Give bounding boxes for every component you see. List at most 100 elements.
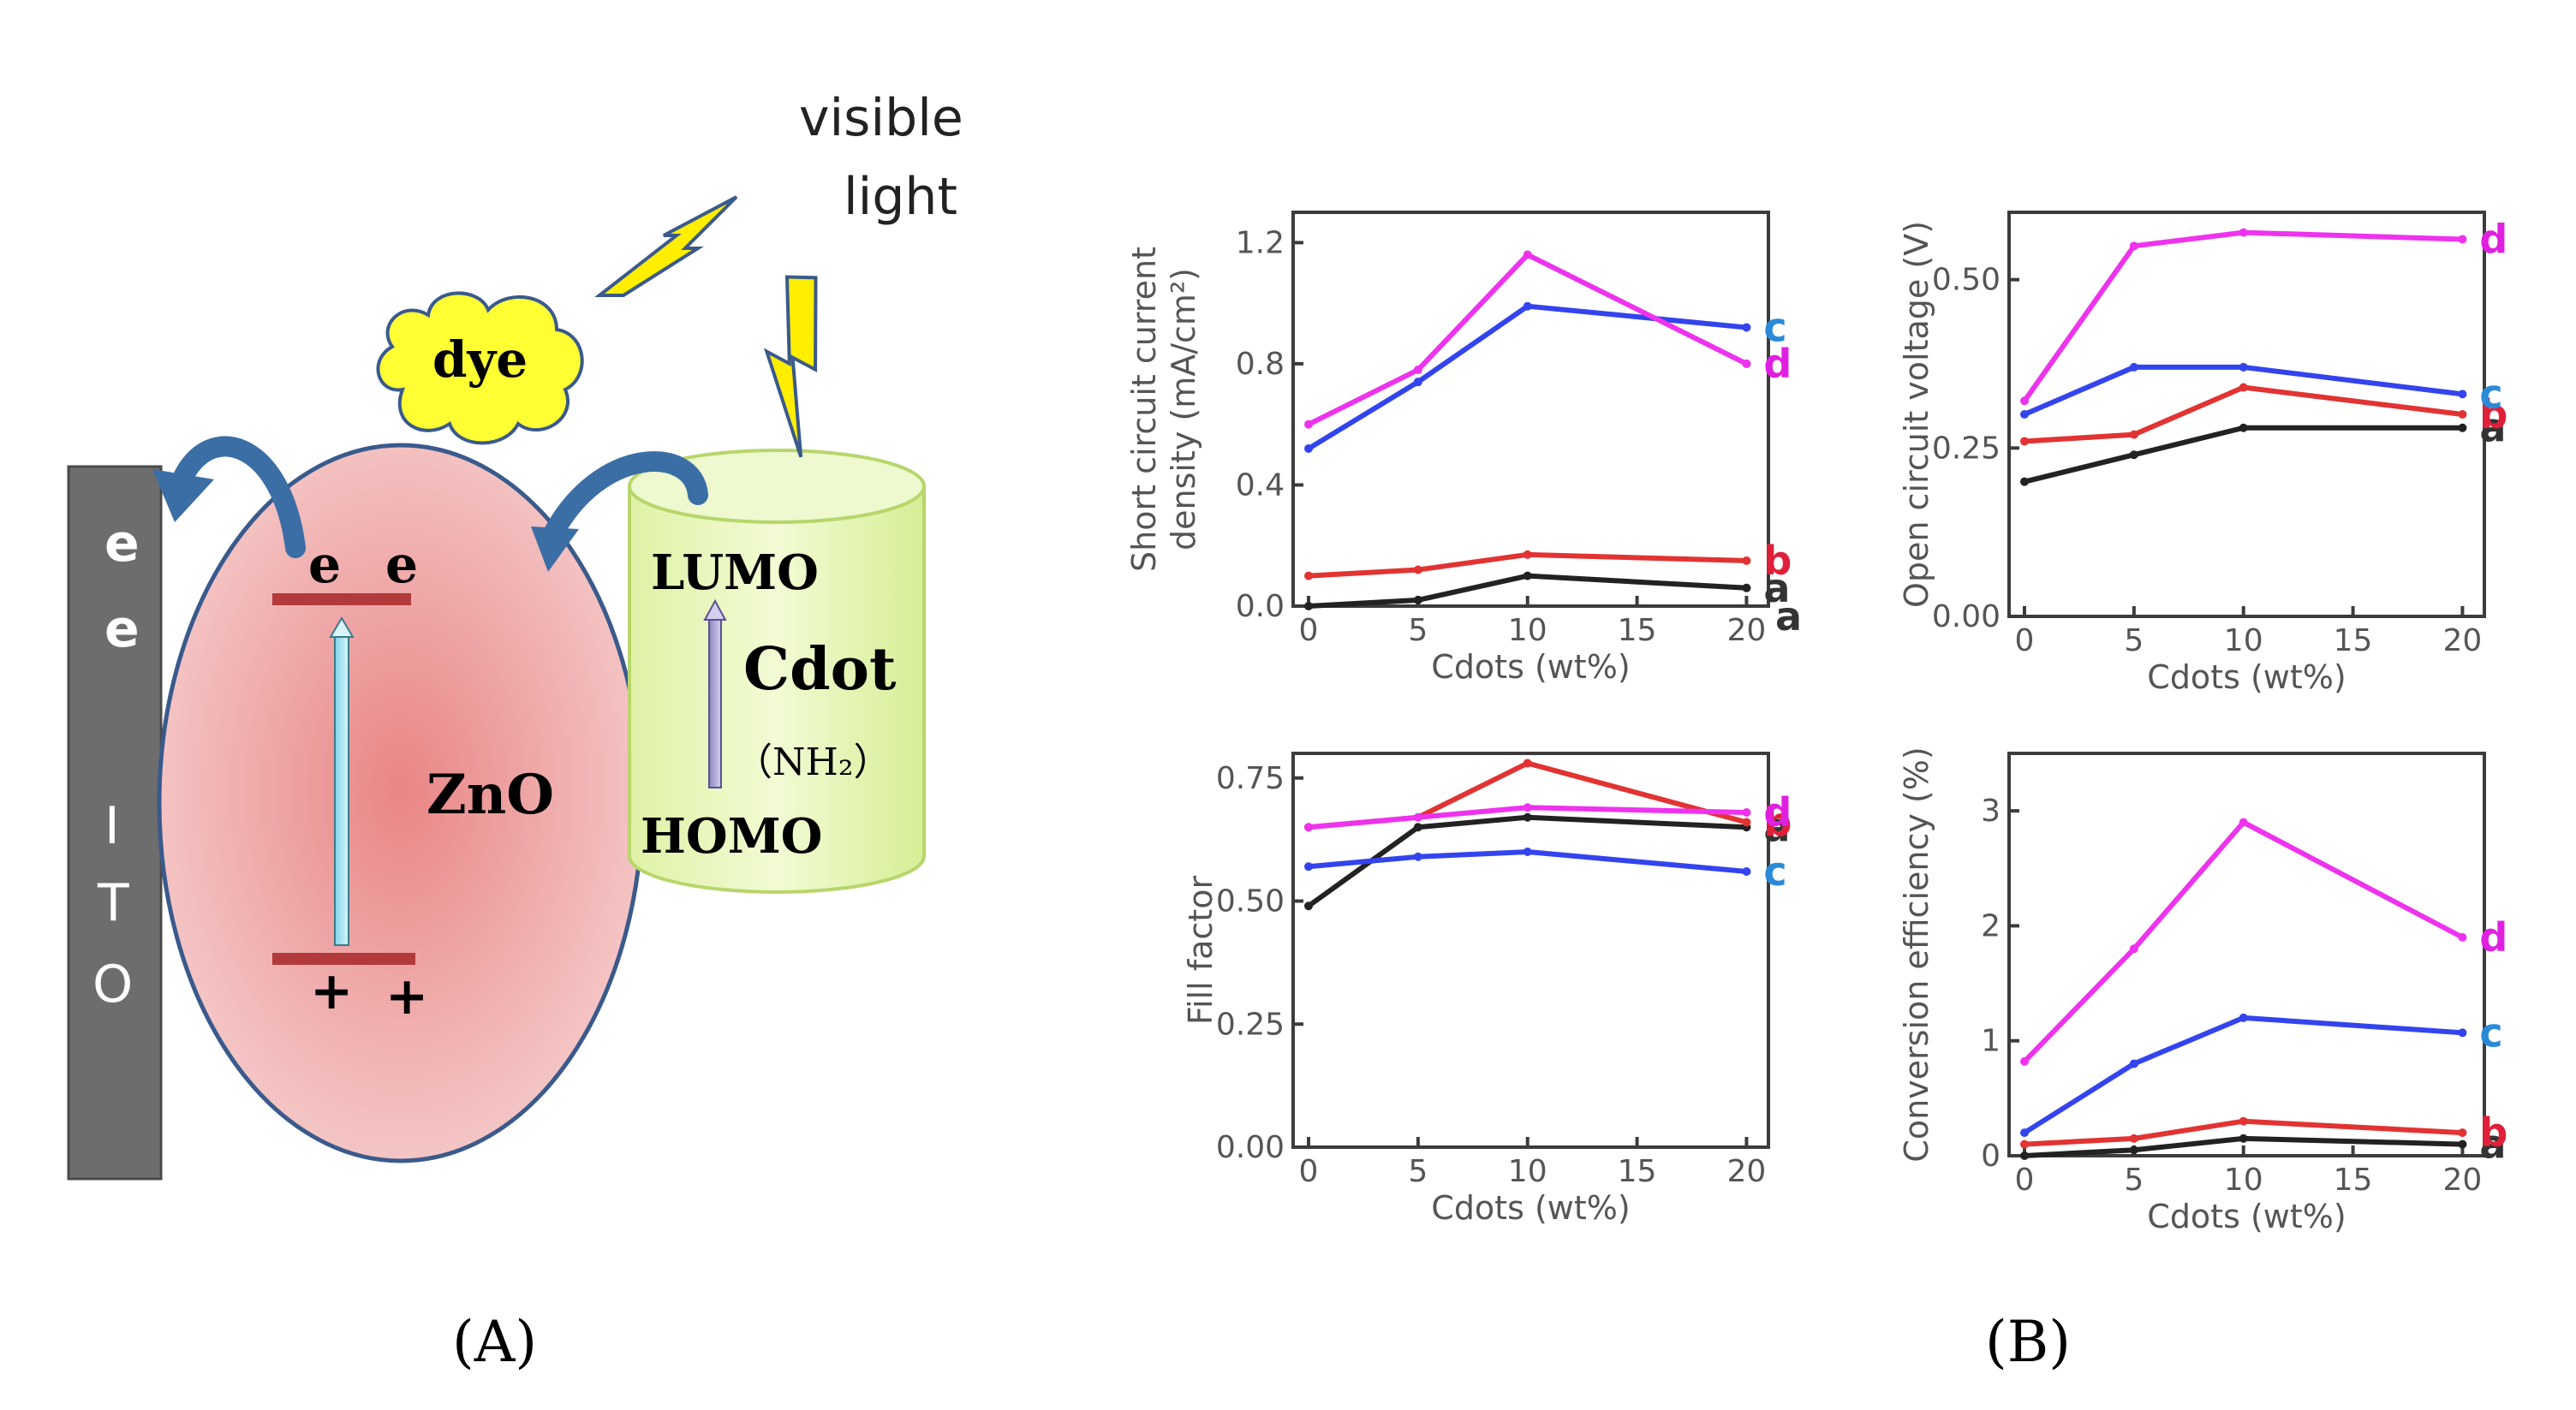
data-point-d [2129,944,2138,954]
x-axis-label: Cdots (wt%) [2147,658,2346,696]
data-point-b [2458,410,2467,419]
diagram-panel-a: e e I T O e e + + ZnO LUMO [67,88,963,1375]
series-label-a: a [2479,1121,2506,1168]
y-tick-label: 0.4 [1236,467,1285,503]
data-point-c [2458,1028,2467,1038]
y-tick-label: 1 [1981,1024,2001,1059]
data-point-d [1304,419,1313,429]
data-point-a [2458,423,2467,432]
data-point-b [2129,430,2138,439]
ito-electrode: e e I T O [67,465,163,1181]
x-tick-label: 15 [2334,1163,2373,1198]
data-point-b [1523,550,1532,559]
data-point-b [2129,1133,2138,1143]
cdot-group-label: （NH₂） [735,741,891,784]
chart-4: 0 5 10 15 20 0 1 2 3 Cdots (wt%) Conversion effici… [1898,747,2507,1235]
zno-hole-2: + [385,967,428,1026]
data-point-b [1742,818,1751,827]
y-axis-label: Short circuit current [1125,247,1163,572]
data-point-b [2239,383,2248,392]
series-label-b: b [1763,538,1792,584]
ito-electron-2: e [104,599,140,659]
data-point-d [2129,241,2138,251]
data-point-d [2458,932,2467,942]
data-point-d [1742,359,1751,368]
x-axis-label: Cdots (wt%) [2147,1198,2346,1235]
y-tick-label: 0.50 [1216,884,1285,919]
data-point-c [1304,862,1313,872]
data-point-a [1523,571,1532,580]
cdot-cylinder: LUMO Cdot （NH₂） HOMO [628,449,926,894]
series-line-c [2023,1014,2463,1135]
transfer-arrow-cdot-to-zno [531,451,708,572]
series-label-b: b [2479,1110,2507,1156]
series-line-a [1308,573,1747,609]
series-line-d [1307,252,1748,427]
x-axis-label: Cdots (wt%) [1431,1189,1630,1227]
data-point-a [2458,1139,2467,1149]
data-point-a [1304,901,1313,911]
series-line-b [1308,551,1747,579]
x-tick-label: 0 [2015,623,2035,658]
data-point-c [2239,362,2248,372]
data-point-c [1742,323,1751,332]
series-label-a: a [1763,565,1790,611]
plot-area [2007,211,2486,618]
cdot-label: Cdot [743,635,897,704]
panel-b-label: (B) [1985,1309,2071,1375]
data-point-b [2458,1128,2467,1138]
series-label-c: c [2479,1009,2502,1056]
y-tick-label: 0.0 [1236,589,1285,624]
data-point-d [1523,803,1532,812]
x-tick-label: 10 [2224,1163,2263,1198]
y-axis-label: Open circuit voltage (V) [1898,221,1935,608]
lumo-label: LUMO [651,544,819,601]
data-point-a [2020,1151,2029,1160]
arrowhead-icon [152,469,214,522]
plot-area [1291,211,1770,608]
y-tick-label: 2 [1981,908,2001,943]
ito-letter-i: I [104,796,120,856]
lightning-bolt-icon-2 [763,275,818,458]
series-label-b: b [1763,800,1792,846]
data-point-a [1523,812,1532,822]
data-point-c [2458,390,2467,399]
y-tick-label: 3 [1981,794,2001,829]
data-point-b [1523,759,1532,768]
data-point-c [1742,867,1751,876]
chart-3: 0 5 10 15 20 0.00 0.25 0.50 0.75 Cdots (wt%) Fill … [1182,752,1792,1227]
excitation-arrow [329,616,355,946]
homo-label: HOMO [641,808,822,865]
data-point-b [2239,1116,2248,1126]
series-line-a [1307,814,1747,908]
chart-1: 0 5 10 15 20 0.0 0.4 0.8 1.2 Cdots (wt%) Short cir… [1125,211,1802,686]
x-tick-label: 10 [1508,1154,1547,1189]
light-label-line1: visible [799,88,963,148]
series-label-a: a [2479,405,2506,451]
data-point-b [2020,437,2029,446]
data-point-d [1304,823,1313,832]
y-tick-label: 0.8 [1236,347,1285,382]
data-point-d [2458,235,2467,244]
data-point-a [1742,583,1751,592]
ito-letter-o: O [92,955,133,1014]
data-point-d [1413,366,1422,374]
data-point-a [2020,477,2029,486]
series-line-c [1308,849,1747,874]
y-tick-label: 0 [1981,1139,2001,1174]
data-point-c [2020,410,2029,419]
data-point-c [2129,1059,2138,1068]
y-tick-label: 0.00 [1216,1130,1285,1165]
x-tick-label: 15 [2334,623,2373,658]
transfer-arrow-zno-to-ito [152,436,306,558]
zno-particle: e e + + ZnO [157,443,645,1163]
y-tick-label: 0.50 [1932,263,2001,298]
series-label-a: a [1763,804,1790,850]
x-tick-label: 20 [1727,613,1767,648]
data-point-c [1523,301,1532,311]
series-line-b [2024,1118,2463,1147]
series-label-d: d [2479,216,2507,262]
x-tick-label: 0 [1299,1154,1319,1189]
data-point-d [2239,228,2248,237]
